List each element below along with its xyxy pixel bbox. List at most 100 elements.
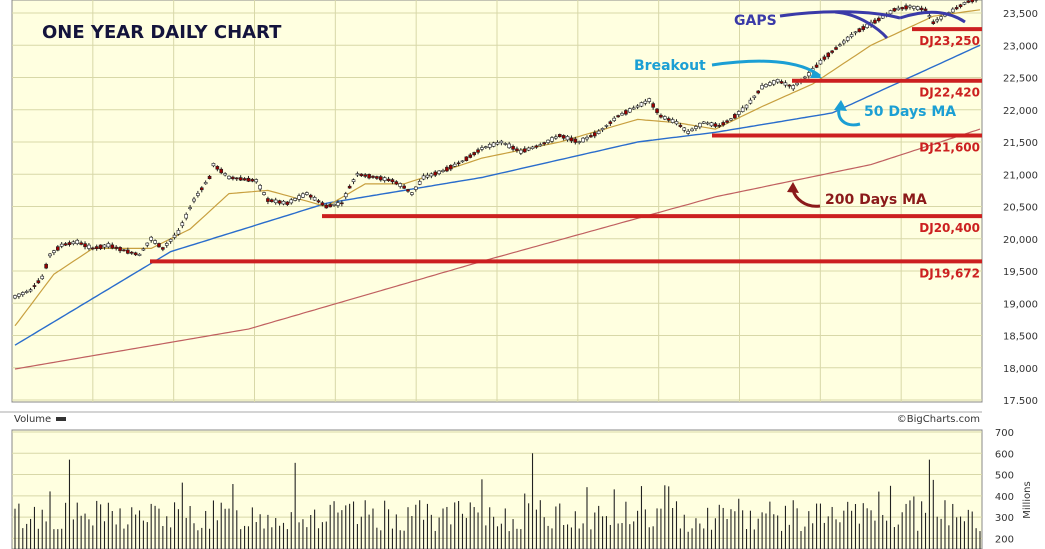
candle-body: [398, 183, 403, 187]
candle-body: [915, 6, 920, 11]
volume-bars-layer: [14, 453, 981, 549]
candle-body: [472, 152, 476, 156]
candle-body: [487, 143, 492, 148]
candle-body: [581, 137, 585, 143]
candle-body: [36, 280, 41, 284]
candle-body: [417, 181, 422, 185]
breakout-arrow: [711, 59, 821, 78]
candle-body: [709, 122, 714, 127]
candle-body: [958, 4, 963, 8]
volume-tick-label: 600: [995, 449, 1014, 460]
candle-body: [184, 213, 189, 219]
candle-body: [873, 19, 877, 24]
source-credit: ©BigCharts.com: [897, 414, 980, 425]
candle-body: [670, 119, 675, 123]
candle-body: [106, 243, 111, 248]
candle-body: [289, 199, 294, 204]
candle-body: [962, 2, 967, 5]
candle-body: [20, 292, 25, 295]
support-levels-layer: DJ23,250 DJ22,420 DJ21,600 DJ20,400 DJ19,672: [150, 27, 982, 280]
candle-body: [28, 289, 33, 292]
candle-body: [129, 251, 134, 254]
candle-body: [515, 148, 519, 151]
candle-body: [966, 0, 971, 3]
breakout-arrowhead: [810, 70, 822, 78]
candle-body: [857, 28, 862, 33]
candle-body: [678, 124, 683, 127]
candle-body: [701, 121, 706, 124]
candle-body: [464, 156, 469, 162]
candle-body: [725, 120, 729, 123]
candle-body: [324, 204, 329, 209]
candle-body: [452, 163, 457, 167]
ma200-line: [14, 128, 981, 370]
candle-body: [421, 175, 426, 180]
candle-body: [939, 16, 943, 20]
candle-body: [13, 295, 17, 299]
candle-body: [215, 166, 220, 170]
candle-body: [328, 204, 332, 208]
candle-body: [223, 173, 227, 176]
candle-body: [589, 135, 593, 138]
candle-body: [647, 98, 652, 102]
candle-body: [526, 147, 531, 151]
candle-body: [674, 121, 679, 125]
candle-body: [297, 195, 301, 200]
candle-body: [721, 122, 725, 126]
candle-body: [818, 60, 823, 65]
candle-body: [519, 149, 523, 154]
candle-body: [795, 82, 799, 86]
candle-body: [635, 105, 640, 108]
ma50-arrowhead: [834, 100, 847, 111]
candle-body: [258, 184, 262, 190]
candle-body: [624, 110, 628, 115]
candle-body: [161, 247, 165, 250]
ma50-layer: [14, 44, 981, 346]
breakout-annotation: Breakout: [634, 58, 706, 74]
candle-body: [554, 136, 558, 139]
candle-body: [639, 102, 644, 107]
candle-body: [760, 85, 764, 90]
candle-body: [713, 123, 718, 127]
candle-body: [293, 198, 297, 201]
candle-body: [413, 186, 418, 190]
price-tick-label: 22,000: [1003, 106, 1038, 117]
candle-body: [71, 241, 76, 245]
candle-body: [371, 175, 375, 178]
candle-body: [238, 177, 243, 181]
candle-body: [877, 17, 881, 22]
candle-body: [950, 8, 955, 13]
candle-body: [83, 243, 87, 248]
candle-body: [561, 135, 566, 139]
candle-body: [332, 203, 336, 206]
candle-body: [63, 243, 68, 246]
volume-tick-label: 200: [995, 534, 1014, 545]
candle-body: [180, 222, 185, 227]
candle-body: [522, 148, 527, 153]
candle-body: [277, 200, 282, 204]
candle-body: [153, 240, 157, 244]
candle-body: [888, 10, 893, 15]
candle-body: [270, 199, 274, 202]
candle-body: [733, 114, 737, 119]
candle-body: [620, 113, 624, 116]
candle-body: [908, 5, 912, 8]
candle-body: [254, 179, 259, 183]
chart-title: ONE YEAR DAILY CHART: [42, 22, 282, 43]
candle-body: [363, 174, 368, 177]
candle-body: [631, 107, 636, 110]
candle-body: [935, 19, 939, 22]
candle-body: [122, 249, 126, 252]
gaps-annotation: GAPS: [734, 13, 777, 29]
candle-body: [176, 230, 181, 235]
price-axis: 17,500 18,000 18,500 19,000 19,500 20,000 20,5…: [1003, 9, 1038, 407]
candle-body: [98, 244, 103, 249]
candle-body: [814, 64, 819, 68]
candle-body: [503, 143, 508, 145]
candle-body: [495, 142, 500, 145]
support-level-label: DJ22,420: [919, 86, 980, 100]
candle-body: [600, 128, 605, 131]
candle-body: [826, 52, 831, 58]
candle-body: [17, 293, 21, 297]
